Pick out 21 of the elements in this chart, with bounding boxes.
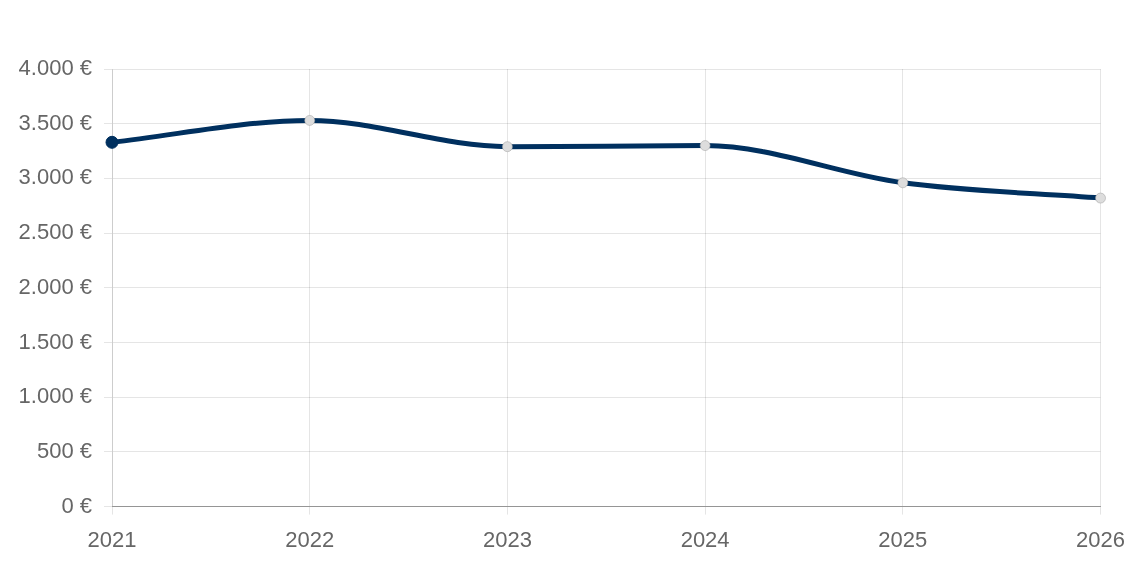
point xyxy=(699,140,711,152)
point xyxy=(1095,192,1107,204)
y-tick-label: 2.000 € xyxy=(18,273,92,299)
y-tick-label: 4.000 € xyxy=(18,55,92,81)
y-tick-label: 500 € xyxy=(36,437,92,463)
y-tick-label: 1.000 € xyxy=(18,383,92,409)
point xyxy=(304,114,316,126)
point xyxy=(105,135,119,149)
point xyxy=(897,177,909,189)
x-tick-label: 2024 xyxy=(680,526,730,552)
x-tick-label: 2021 xyxy=(87,526,137,552)
x-tick-label: 2025 xyxy=(878,526,928,552)
y-tick-label: 3.000 € xyxy=(18,164,92,190)
x-tick-label: 2023 xyxy=(482,526,532,552)
y-tick-label: 1.500 € xyxy=(18,328,92,354)
point xyxy=(501,141,513,153)
y-tick-label: 0 € xyxy=(61,492,92,518)
x-tick-label: 2026 xyxy=(1076,526,1126,552)
x-tick-label: 2022 xyxy=(285,526,335,552)
y-tick-label: 2.500 € xyxy=(18,219,92,245)
y-tick-label: 3.500 € xyxy=(18,109,92,135)
